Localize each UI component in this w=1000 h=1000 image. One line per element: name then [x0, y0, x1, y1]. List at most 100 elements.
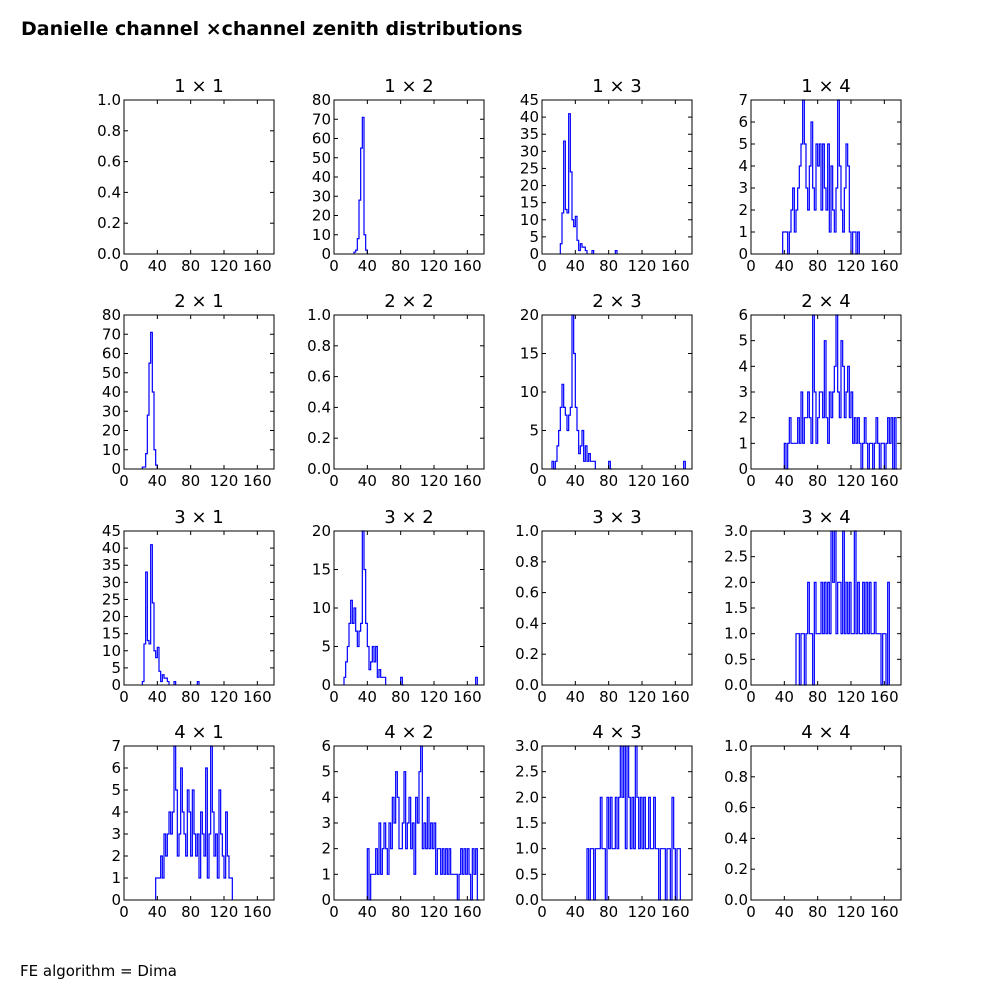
y-tick-label: 0.8: [724, 768, 748, 786]
y-tick-label: 10: [520, 383, 539, 401]
y-tick-label: 15: [312, 561, 331, 579]
histogram-series: [343, 530, 478, 686]
x-tick-label: 160: [453, 688, 482, 706]
y-tick-label: 0.8: [307, 337, 331, 355]
subplot-2x2: 0 40 80 120 160 0.0 0.2 0.4 0.6 0.8 1.0 2 × 2: [307, 291, 485, 490]
y-tick-label: 15: [520, 345, 539, 363]
x-tick-label: 40: [775, 257, 794, 275]
y-tick-label: 1.0: [515, 840, 539, 858]
x-tick-label: 120: [420, 257, 449, 275]
y-tick-label: 2: [738, 409, 748, 427]
subplot-title: 2 × 2: [384, 291, 433, 312]
y-tick-label: 0.6: [307, 368, 331, 386]
plot-frame: [333, 530, 485, 686]
subplot-title: 3 × 3: [592, 507, 641, 528]
histogram-series: [141, 331, 158, 469]
x-tick-label: 120: [837, 257, 866, 275]
x-tick-label: 120: [210, 257, 239, 275]
y-tick-label: 20: [312, 522, 331, 540]
x-tick-label: 80: [599, 903, 618, 921]
x-tick-label: 80: [808, 903, 827, 921]
y-tick-label: 15: [520, 194, 539, 212]
x-tick-label: 80: [391, 903, 410, 921]
y-tick-label: 0.2: [97, 214, 121, 232]
y-tick-label: 70: [102, 325, 121, 343]
x-tick-label: 160: [453, 472, 482, 490]
y-tick-label: 0: [738, 460, 748, 478]
x-tick-label: 40: [148, 688, 167, 706]
y-tick-label: 0: [111, 891, 121, 909]
x-tick-label: 80: [599, 472, 618, 490]
y-tick-label: 6: [738, 306, 748, 324]
x-tick-label: 40: [358, 257, 377, 275]
subplot-title: 1 × 1: [174, 76, 223, 97]
plot-frame: [123, 530, 275, 686]
y-tick-label: 2.5: [724, 548, 748, 566]
y-tick-label: 10: [102, 642, 121, 660]
y-tick-label: 6: [321, 737, 331, 755]
y-tick-label: 60: [102, 345, 121, 363]
y-tick-label: 0.8: [515, 553, 539, 571]
y-tick-label: 0.0: [515, 891, 539, 909]
y-tick-label: 0.2: [307, 429, 331, 447]
x-tick-label: 120: [628, 688, 657, 706]
y-tick-label: 50: [102, 364, 121, 382]
x-tick-label: 120: [210, 472, 239, 490]
y-tick-label: 20: [520, 177, 539, 195]
y-tick-label: 0.5: [724, 650, 748, 668]
y-tick-label: 1.0: [724, 625, 748, 643]
y-tick-label: 0: [529, 245, 539, 263]
x-tick-label: 120: [837, 903, 866, 921]
x-tick-label: 80: [808, 688, 827, 706]
y-tick-label: 0.5: [515, 865, 539, 883]
y-tick-label: 1.0: [724, 737, 748, 755]
x-tick-label: 80: [181, 903, 200, 921]
x-tick-label: 80: [599, 688, 618, 706]
subplot-title: 1 × 3: [592, 76, 641, 97]
x-tick-label: 160: [453, 903, 482, 921]
y-tick-label: 2.0: [515, 788, 539, 806]
x-tick-label: 160: [870, 472, 899, 490]
y-tick-label: 60: [312, 130, 331, 148]
y-tick-label: 5: [738, 135, 748, 153]
subplot-1x1: 0 40 80 120 160 0.0 0.2 0.4 0.6 0.8 1.0 1 × 1: [97, 76, 275, 275]
plot-frame: [541, 314, 693, 470]
y-tick-label: 1.0: [307, 306, 331, 324]
y-tick-label: 40: [312, 168, 331, 186]
y-tick-label: 10: [102, 441, 121, 459]
y-tick-label: 0.6: [97, 153, 121, 171]
x-tick-label: 120: [420, 472, 449, 490]
y-tick-label: 30: [520, 142, 539, 160]
x-tick-label: 0: [119, 257, 129, 275]
x-tick-label: 120: [628, 257, 657, 275]
histogram-series: [795, 530, 890, 686]
y-tick-label: 3: [738, 383, 748, 401]
subplot-title: 2 × 3: [592, 291, 641, 312]
subplot-title: 4 × 2: [384, 722, 433, 743]
subplot-title: 2 × 4: [801, 291, 850, 312]
x-tick-label: 40: [148, 472, 167, 490]
x-tick-label: 40: [358, 688, 377, 706]
y-tick-label: 30: [102, 402, 121, 420]
plot-frame: [541, 99, 693, 255]
y-tick-label: 5: [529, 422, 539, 440]
y-tick-label: 45: [520, 91, 539, 109]
x-tick-label: 120: [210, 688, 239, 706]
x-tick-label: 160: [453, 257, 482, 275]
y-tick-label: 80: [312, 91, 331, 109]
y-tick-label: 0.0: [97, 245, 121, 263]
x-tick-label: 80: [391, 688, 410, 706]
histogram-series: [353, 116, 368, 254]
x-tick-label: 160: [870, 903, 899, 921]
y-tick-label: 5: [529, 228, 539, 246]
x-tick-label: 80: [181, 257, 200, 275]
y-tick-label: 5: [111, 781, 121, 799]
y-tick-label: 1: [738, 223, 748, 241]
y-tick-label: 10: [312, 226, 331, 244]
y-tick-label: 1.0: [97, 91, 121, 109]
x-tick-label: 80: [391, 472, 410, 490]
plot-frame: [750, 99, 902, 255]
y-tick-label: 30: [312, 187, 331, 205]
